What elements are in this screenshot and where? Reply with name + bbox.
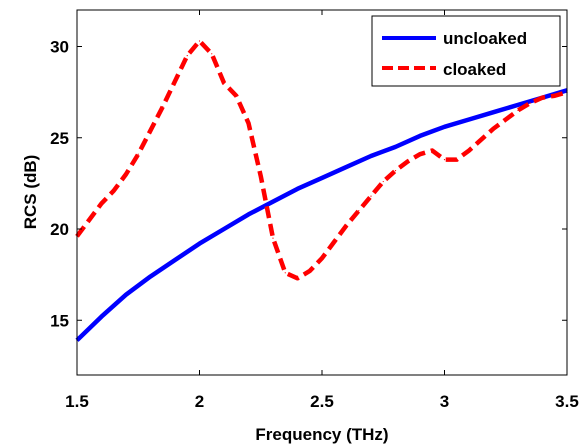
y-tick-label: 15	[50, 311, 69, 330]
x-tick-label: 2	[195, 392, 204, 411]
data-point-cloaked	[382, 180, 384, 183]
data-point-cloaked	[394, 170, 397, 172]
data-point-cloaked	[272, 237, 274, 239]
legend: uncloaked cloaked	[371, 15, 561, 87]
data-point-uncloaked	[321, 177, 323, 179]
data-point-uncloaked	[345, 166, 348, 168]
plot-frame	[76, 9, 568, 376]
data-point-cloaked	[88, 219, 90, 221]
data-point-cloaked	[296, 277, 299, 279]
data-point-cloaked	[517, 109, 519, 111]
data-point-cloaked	[358, 210, 360, 212]
data-point-uncloaked	[468, 118, 470, 121]
data-point-uncloaked	[272, 201, 274, 203]
data-point-cloaked	[247, 122, 250, 124]
data-point-cloaked	[260, 175, 262, 177]
data-point-uncloaked	[370, 155, 372, 157]
data-point-uncloaked	[174, 259, 176, 261]
data-point-cloaked	[443, 159, 446, 161]
data-point-cloaked	[529, 102, 531, 104]
data-point-cloaked	[333, 241, 335, 243]
data-point-cloaked	[100, 202, 103, 205]
data-point-cloaked	[431, 149, 433, 152]
data-point-cloaked	[370, 195, 372, 197]
data-point-uncloaked	[492, 111, 495, 113]
data-point-cloaked	[309, 270, 311, 272]
data-point-cloaked	[235, 95, 237, 97]
data-point-cloaked	[174, 80, 176, 82]
data-point-uncloaked	[247, 213, 250, 215]
data-point-uncloaked	[443, 126, 446, 128]
data-point-uncloaked	[419, 135, 421, 137]
data-point-cloaked	[284, 272, 286, 274]
x-tick-label: 2.5	[310, 392, 334, 411]
data-point-cloaked	[505, 118, 507, 121]
data-point-uncloaked	[223, 228, 225, 230]
data-point-cloaked	[113, 190, 115, 192]
x-axis-title: Frequency (THz)	[255, 425, 388, 444]
data-point-cloaked	[321, 257, 323, 259]
data-point-uncloaked	[198, 243, 201, 245]
data-point-cloaked	[137, 153, 139, 155]
data-point-cloaked	[419, 153, 421, 155]
data-point-cloaked	[125, 173, 127, 175]
y-tick-label: 20	[50, 220, 69, 239]
data-point-cloaked	[541, 97, 544, 99]
data-point-uncloaked	[149, 275, 152, 278]
x-tick-label: 1.5	[65, 392, 89, 411]
y-axis-ticks: 15 20 25 30	[50, 38, 567, 330]
data-point-cloaked	[223, 82, 225, 84]
data-point-cloaked	[456, 159, 458, 161]
y-tick-label: 25	[50, 129, 69, 148]
data-point-cloaked	[162, 106, 164, 108]
data-point-cloaked	[492, 128, 495, 130]
data-point-cloaked	[345, 224, 348, 226]
data-point-cloaked	[186, 55, 188, 57]
data-point-cloaked	[480, 138, 482, 141]
data-point-uncloaked	[100, 316, 103, 318]
data-point-cloaked	[211, 53, 213, 55]
legend-label-uncloaked: uncloaked	[443, 29, 527, 48]
series-cloaked	[75, 38, 568, 281]
legend-label-cloaked: cloaked	[443, 60, 506, 79]
data-point-uncloaked	[125, 294, 127, 296]
y-tick-label: 30	[50, 38, 69, 57]
data-point-uncloaked	[394, 146, 397, 148]
data-point-uncloaked	[296, 188, 299, 190]
data-point-uncloaked	[517, 104, 519, 106]
x-tick-label: 3	[440, 392, 449, 411]
data-point-cloaked	[468, 149, 470, 152]
data-point-cloaked	[149, 129, 152, 132]
x-tick-label: 3.5	[555, 392, 579, 411]
data-point-cloaked	[407, 160, 409, 163]
data-point-cloaked	[554, 95, 556, 97]
y-axis-title: RCS (dB)	[21, 155, 40, 230]
legend-box	[371, 15, 561, 87]
data-point-cloaked	[198, 40, 201, 42]
